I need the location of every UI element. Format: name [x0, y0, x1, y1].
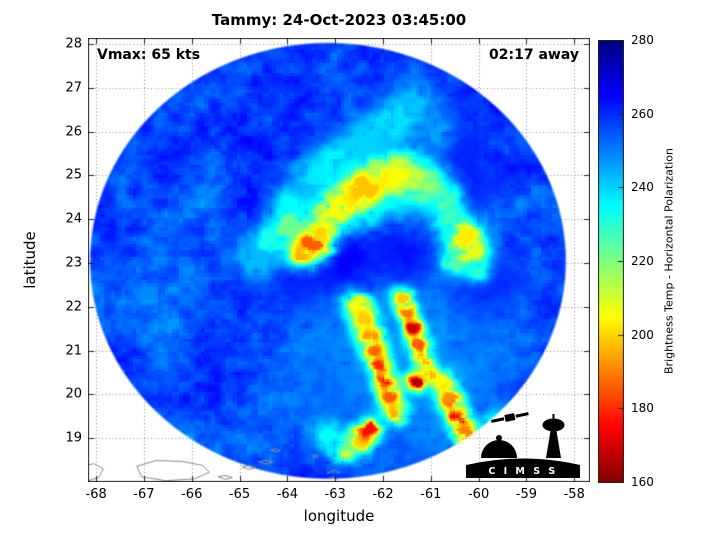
- colorbar-label: Brightness Temp - Horizontal Polarizatio…: [662, 148, 676, 374]
- y-tick-label: 26: [65, 124, 82, 140]
- eta-annotation: 02:17 away: [489, 47, 579, 63]
- logo-ground: [466, 458, 580, 478]
- x-tick-label: -68: [85, 487, 107, 502]
- heatmap-canvas: [88, 38, 590, 482]
- figure-title: Tammy: 24-Oct-2023 03:45:00: [211, 11, 467, 29]
- vmax-annotation: Vmax: 65 kts: [97, 47, 201, 63]
- y-tick-label: 25: [65, 167, 82, 183]
- x-tick-label: -59: [515, 487, 538, 502]
- logo-text: C I M S S: [488, 466, 557, 477]
- colorbar-tick-label: 280: [631, 33, 654, 47]
- x-tick-label: -60: [467, 487, 490, 502]
- y-tick-label: 28: [65, 36, 82, 52]
- colorbar-tick-label: 260: [631, 106, 654, 121]
- plot-area: Vmax: 65 kts 02:17 away C I M S S: [88, 38, 590, 482]
- y-axis-label: latitude: [21, 231, 39, 289]
- logo-tower-tank: [542, 418, 565, 432]
- cimss-logo: C I M S S: [466, 412, 580, 478]
- x-tick-label: -66: [181, 487, 203, 502]
- colorbar-tick-label: 200: [631, 327, 654, 342]
- x-tick-label: -67: [133, 487, 155, 502]
- y-tick-label: 20: [65, 386, 82, 402]
- x-tick-label: -65: [228, 487, 251, 502]
- x-tick-label: -64: [276, 487, 298, 502]
- logo-tower: [546, 428, 561, 458]
- y-tick-label: 23: [65, 255, 82, 271]
- x-axis-label: longitude: [303, 507, 375, 525]
- x-tick-label: -63: [324, 487, 346, 502]
- colorbar: [598, 40, 624, 483]
- y-tick-label: 27: [65, 80, 82, 96]
- x-tick-label: -61: [420, 487, 442, 502]
- logo-dome: [481, 440, 517, 458]
- colorbar-tick-label: 160: [631, 475, 654, 489]
- logo-dome-cap: [496, 435, 502, 441]
- x-tick-label: -58: [563, 487, 585, 502]
- y-tick-label: 24: [65, 211, 82, 227]
- colorbar-tick-label: 180: [631, 401, 654, 416]
- y-tick-label: 22: [65, 299, 82, 315]
- colorbar-tick-label: 240: [631, 180, 654, 195]
- logo-antenna: [552, 414, 555, 421]
- y-tick-label: 19: [65, 430, 82, 446]
- y-tick-label: 21: [65, 343, 82, 359]
- satellite-icon: [490, 412, 529, 423]
- colorbar-tick-label: 220: [631, 254, 654, 268]
- x-tick-label: -62: [372, 487, 394, 502]
